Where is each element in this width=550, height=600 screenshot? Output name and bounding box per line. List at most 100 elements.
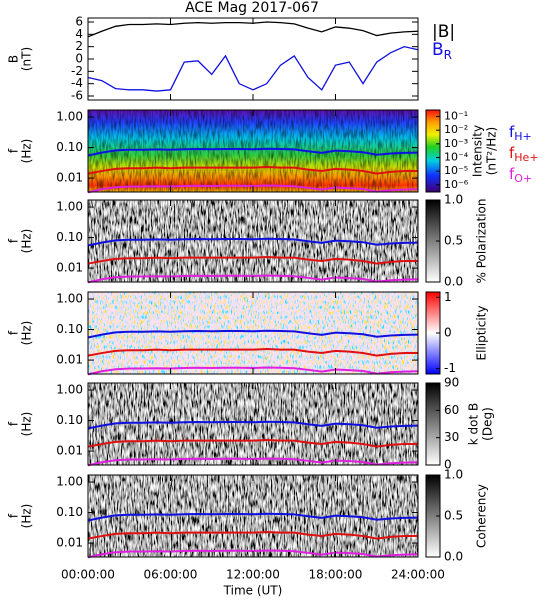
legend-entry: |B| — [432, 22, 455, 42]
y-tick-label: 0.01 — [56, 261, 83, 275]
y-tick-label: 0.10 — [56, 230, 83, 244]
colorbar-tick-label: -1 — [444, 361, 456, 375]
colorbar-tick-label: 10⁻⁴ — [444, 151, 469, 164]
series-line — [87, 237, 419, 247]
y-tick-label: 1.00 — [56, 200, 83, 214]
y-axis-title: f — [7, 148, 21, 153]
colorbar-title: Coherency — [475, 484, 489, 548]
y-tick-label: 6 — [75, 15, 83, 29]
colorbar-tick-label: 10⁻⁵ — [444, 164, 468, 177]
y-axis-title: f — [7, 238, 21, 243]
series-line — [87, 531, 418, 540]
y-axis-title: f — [7, 330, 21, 335]
colorbar-tick-label: 10⁻⁶ — [444, 178, 469, 191]
series-line — [87, 45, 419, 92]
y-axis-title: B — [7, 55, 21, 63]
series-line — [87, 329, 419, 339]
chart-title: ACE Mag 2017-067 — [185, 0, 319, 16]
colorbar-tick-label: 1.0 — [444, 193, 463, 207]
legend-subscript: O+ — [514, 172, 532, 185]
y-tick-label: 4 — [75, 27, 83, 41]
spectrogram-texture — [88, 110, 418, 192]
legend-subscript: H+ — [514, 130, 532, 143]
colorbar-title: (Deg) — [481, 407, 495, 441]
y-tick-label: -4 — [71, 76, 83, 90]
x-tick-label: 18:00:00 — [309, 568, 363, 582]
y-tick-label: 0 — [75, 52, 83, 66]
legend-subscript: R — [444, 48, 452, 62]
y-tick-label: 0.01 — [56, 353, 83, 367]
x-tick-label: 24:00:00 — [391, 568, 445, 582]
y-axis-title: f — [7, 421, 21, 426]
x-tick-label: 12:00:00 — [226, 568, 280, 582]
colorbar-tick-label: 0.0 — [444, 550, 463, 564]
colorbar-tick-label: 1.0 — [444, 468, 463, 482]
colorbar-title: Ellipticity — [475, 306, 489, 361]
colorbar-tick-label: 0 — [444, 458, 452, 472]
y-axis-title: (Hz) — [20, 229, 34, 254]
legend-name: f — [509, 144, 515, 162]
legend-entry: fO+ — [509, 165, 532, 186]
spectrogram — [88, 200, 418, 282]
colorbar-tick-label: 0.5 — [444, 509, 463, 523]
colorbar — [425, 109, 441, 193]
y-tick-label: 0.10 — [56, 505, 83, 519]
series-line — [87, 166, 418, 175]
series-line — [87, 256, 418, 265]
y-tick-label: 1.00 — [56, 110, 83, 124]
legend-name: |B| — [432, 22, 455, 42]
colorbar-title: Intensity — [471, 125, 485, 177]
y-tick-label: 1.00 — [56, 292, 83, 306]
spectrogram — [88, 292, 418, 374]
legend-entry: fHe+ — [509, 144, 539, 165]
y-tick-label: -2 — [71, 64, 83, 78]
y-tick-label: 0.01 — [56, 171, 83, 185]
legend-name: f — [509, 123, 515, 141]
y-axis-title: (Hz) — [20, 412, 34, 437]
y-axis-title: (nT) — [20, 47, 34, 71]
spectrogram — [88, 475, 418, 557]
y-tick-label: 0.10 — [56, 322, 83, 336]
x-tick-label: 06:00:00 — [144, 568, 198, 582]
legend-entry: BR — [432, 40, 452, 62]
y-axis-title: f — [7, 513, 21, 518]
colorbar — [425, 382, 441, 466]
colorbar-tick-label: 1 — [444, 290, 452, 304]
colorbar-title: (nT²/Hz) — [485, 127, 499, 175]
y-tick-label: 0.01 — [56, 444, 83, 458]
legend-entry: fH+ — [509, 123, 532, 144]
y-axis-title: (Hz) — [20, 504, 34, 529]
legend-name: f — [509, 165, 515, 183]
series-line — [87, 147, 419, 157]
y-tick-label: 0.01 — [56, 536, 83, 550]
legend-name: B — [432, 40, 444, 60]
colorbar-title: k dot B — [467, 403, 481, 445]
colorbar-title: % Polarization — [475, 199, 489, 284]
colorbar-tick-label: 10⁻² — [444, 123, 468, 136]
series-line — [87, 348, 418, 357]
y-tick-label: -6 — [71, 88, 83, 102]
legend-subscript: He+ — [514, 151, 538, 164]
colorbar-tick-label: 0 — [444, 326, 452, 340]
x-tick-label: 00:00:00 — [61, 568, 115, 582]
colorbar-tick-label: 90 — [444, 376, 459, 390]
colorbar-tick-label: 10⁻¹ — [444, 110, 468, 123]
colorbar-tick-label: 10⁻³ — [444, 137, 468, 150]
colorbar-tick-label: 0.5 — [444, 234, 463, 248]
y-tick-label: 2 — [75, 39, 83, 53]
y-axis-title: (Hz) — [20, 139, 34, 164]
y-tick-label: 1.00 — [56, 475, 83, 489]
x-axis-title: Time (UT) — [223, 584, 283, 598]
y-tick-label: 1.00 — [56, 383, 83, 397]
y-tick-label: 0.10 — [56, 140, 83, 154]
y-axis-title: (Hz) — [20, 321, 34, 346]
y-tick-label: 0.10 — [56, 413, 83, 427]
series-line — [87, 512, 419, 522]
colorbar-tick-label: 60 — [444, 403, 459, 417]
plot-frame — [87, 17, 419, 101]
series-line — [87, 21, 419, 38]
colorbar-tick-label: 30 — [444, 430, 459, 444]
series-line — [87, 420, 419, 430]
